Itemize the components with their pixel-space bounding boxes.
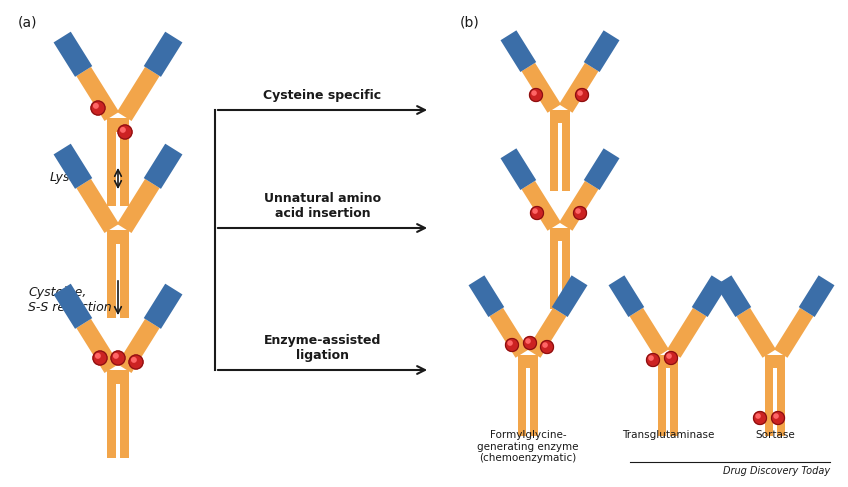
Polygon shape — [53, 32, 92, 77]
Bar — [530, 368, 538, 436]
Polygon shape — [583, 149, 620, 190]
Bar — [550, 228, 570, 241]
Circle shape — [111, 351, 125, 365]
Circle shape — [667, 354, 671, 358]
Bar — [562, 123, 570, 191]
Bar — [120, 244, 129, 318]
Bar — [107, 370, 129, 384]
Bar — [562, 241, 570, 309]
Circle shape — [96, 354, 100, 358]
Circle shape — [573, 206, 587, 220]
Polygon shape — [144, 144, 182, 189]
Polygon shape — [489, 308, 529, 358]
Polygon shape — [667, 308, 706, 358]
Polygon shape — [522, 181, 561, 231]
Polygon shape — [609, 275, 644, 317]
Text: (b): (b) — [460, 15, 480, 29]
Circle shape — [529, 89, 543, 101]
Polygon shape — [144, 284, 182, 329]
Polygon shape — [716, 275, 751, 317]
Polygon shape — [76, 67, 119, 121]
Polygon shape — [117, 179, 159, 233]
Text: Transglutaminase: Transglutaminase — [622, 430, 714, 440]
Polygon shape — [774, 308, 813, 358]
Polygon shape — [629, 308, 669, 358]
Circle shape — [129, 355, 143, 369]
Circle shape — [532, 91, 536, 95]
Text: Drug Discovery Today: Drug Discovery Today — [722, 466, 830, 476]
Circle shape — [505, 338, 518, 352]
Text: Cysteine,
S-S reduction: Cysteine, S-S reduction — [28, 286, 112, 314]
Polygon shape — [583, 30, 620, 72]
Bar — [107, 230, 129, 244]
Polygon shape — [144, 32, 182, 77]
Polygon shape — [53, 284, 92, 329]
Circle shape — [576, 209, 580, 213]
Bar — [765, 355, 785, 368]
Bar — [518, 355, 538, 368]
Bar — [658, 368, 666, 436]
Bar — [107, 384, 115, 458]
Bar — [107, 118, 129, 132]
Bar — [658, 355, 678, 368]
Bar — [550, 123, 558, 191]
Circle shape — [772, 412, 784, 425]
Bar — [670, 368, 678, 436]
Text: Enzyme-assisted
ligation: Enzyme-assisted ligation — [264, 334, 382, 362]
Circle shape — [756, 414, 760, 418]
Polygon shape — [76, 319, 119, 373]
Circle shape — [646, 354, 660, 367]
Circle shape — [93, 351, 107, 365]
Bar — [120, 384, 129, 458]
Polygon shape — [117, 67, 159, 121]
Polygon shape — [799, 275, 834, 317]
Circle shape — [531, 206, 544, 220]
Text: Cysteine specific: Cysteine specific — [264, 89, 382, 102]
Circle shape — [523, 337, 537, 350]
Circle shape — [578, 91, 582, 95]
Circle shape — [576, 89, 589, 101]
Polygon shape — [527, 308, 566, 358]
Circle shape — [540, 340, 554, 354]
Polygon shape — [76, 179, 119, 233]
Circle shape — [114, 354, 118, 358]
Circle shape — [131, 357, 137, 362]
Circle shape — [508, 341, 512, 345]
Text: Formylglycine-
generating enzyme
(chemoenzymatic): Formylglycine- generating enzyme (chemoe… — [477, 430, 578, 463]
Polygon shape — [737, 308, 776, 358]
Bar — [107, 132, 115, 206]
Polygon shape — [468, 275, 505, 317]
Circle shape — [118, 125, 132, 139]
Polygon shape — [559, 63, 599, 113]
Polygon shape — [500, 30, 536, 72]
Polygon shape — [522, 63, 561, 113]
Polygon shape — [117, 319, 159, 373]
Bar — [107, 244, 115, 318]
Polygon shape — [559, 181, 599, 231]
Circle shape — [665, 352, 678, 364]
Polygon shape — [53, 144, 92, 189]
Polygon shape — [552, 275, 588, 317]
Text: Sortase: Sortase — [755, 430, 795, 440]
Bar — [765, 368, 773, 436]
Text: (a): (a) — [18, 15, 37, 29]
Circle shape — [91, 101, 105, 115]
Circle shape — [120, 128, 126, 132]
Circle shape — [543, 343, 547, 347]
Text: Lysine: Lysine — [50, 171, 90, 185]
Bar — [120, 132, 129, 206]
Circle shape — [526, 339, 530, 343]
Bar — [550, 241, 558, 309]
Circle shape — [754, 412, 767, 425]
Polygon shape — [500, 149, 536, 190]
Circle shape — [93, 104, 98, 108]
Bar — [777, 368, 785, 436]
Text: Unnatural amino
acid insertion: Unnatural amino acid insertion — [264, 192, 381, 220]
Bar — [550, 110, 570, 123]
Bar — [518, 368, 526, 436]
Circle shape — [533, 209, 537, 213]
Polygon shape — [692, 275, 728, 317]
Circle shape — [774, 414, 778, 418]
Circle shape — [649, 356, 653, 360]
